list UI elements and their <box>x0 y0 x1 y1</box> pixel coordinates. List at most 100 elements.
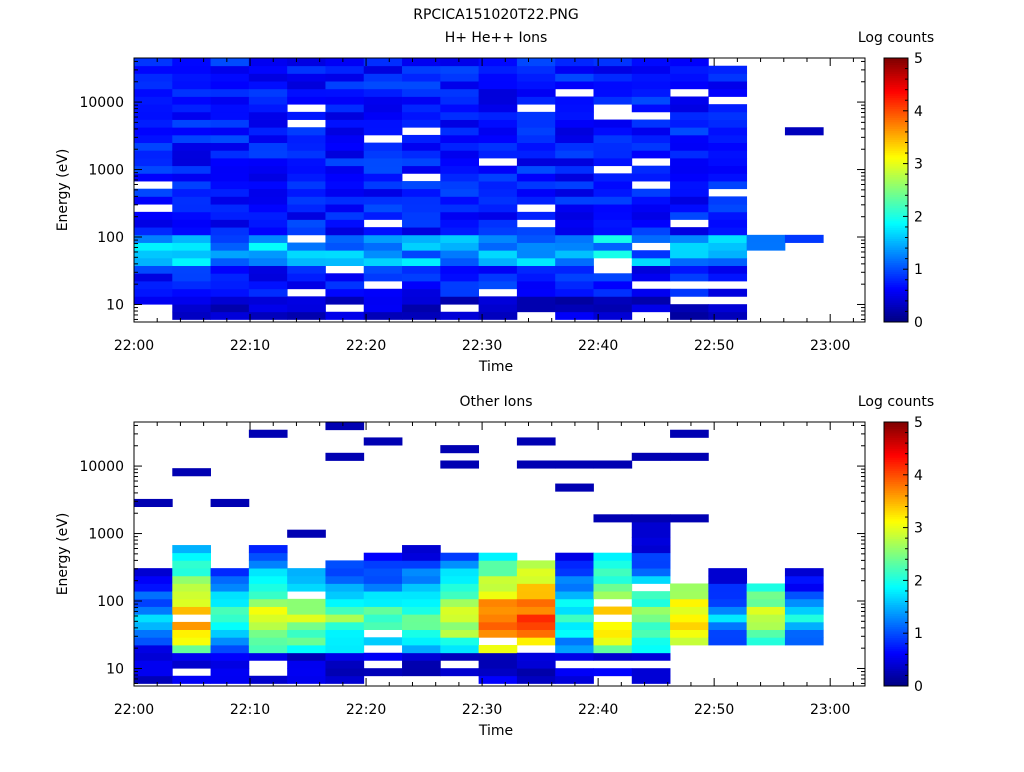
heatmap-cell <box>593 629 633 638</box>
heatmap-cell <box>134 73 173 82</box>
heatmap-cell <box>708 196 748 205</box>
heatmap-cell <box>440 88 480 97</box>
heatmap-cell <box>248 568 288 577</box>
heatmap-cell <box>516 58 556 67</box>
heatmap-cell <box>134 629 173 638</box>
heatmap-cell <box>631 150 671 159</box>
heatmap-cell <box>134 88 173 97</box>
colorbar-tick-label: 3 <box>914 157 923 173</box>
heatmap-cell <box>440 73 480 82</box>
heatmap-cell <box>670 134 709 144</box>
colorbar-segment <box>884 655 908 658</box>
heatmap-cell <box>516 280 556 290</box>
heatmap-cell <box>363 234 403 243</box>
heatmap-cell <box>325 568 365 577</box>
heatmap-cell <box>325 127 365 136</box>
colorbar-segment <box>884 150 908 154</box>
colorbar-segment <box>884 598 908 601</box>
heatmap-cell <box>402 614 441 623</box>
heatmap-cell <box>325 204 365 213</box>
colorbar-segment <box>884 99 908 103</box>
heatmap-cell <box>516 227 556 236</box>
colorbar-tick-label: 4 <box>914 104 923 120</box>
colorbar-segment <box>884 86 908 90</box>
heatmap-cell <box>325 234 365 243</box>
heatmap-cell <box>172 552 211 561</box>
heatmap-cell <box>555 104 594 113</box>
colorbar-tick-label: 5 <box>914 51 923 67</box>
heatmap-cell <box>440 583 480 592</box>
colorbar-segment <box>884 108 908 112</box>
heatmap-cell <box>593 250 633 259</box>
heatmap-cell <box>210 652 250 661</box>
colorbar-segment <box>884 452 908 456</box>
colorbar-segment <box>884 653 908 656</box>
heatmap-cell <box>440 460 480 469</box>
heatmap-cell <box>708 629 748 638</box>
colorbar-segment <box>884 479 908 482</box>
heatmap-cell <box>287 58 326 67</box>
colorbar-segment <box>884 554 908 557</box>
heatmap-cell <box>670 242 709 251</box>
heatmap-cell <box>593 583 633 592</box>
heatmap-cell <box>325 227 365 236</box>
heatmap-cell <box>402 583 441 592</box>
x-tick-label: 22:30 <box>462 702 502 718</box>
colorbar-segment <box>884 565 908 568</box>
heatmap-cell <box>555 304 594 313</box>
heatmap-cell <box>440 58 480 67</box>
heatmap-cell <box>134 81 173 90</box>
heatmap-cell <box>210 119 250 128</box>
colorbar-segment <box>884 273 908 277</box>
colorbar-segment <box>884 615 908 619</box>
heatmap-cell <box>248 58 288 67</box>
heatmap-cell <box>287 257 326 266</box>
heatmap-cell <box>708 227 748 236</box>
heatmap-cell <box>593 552 633 561</box>
heatmap-cell <box>210 234 250 243</box>
heatmap-cell <box>631 204 671 213</box>
heatmap-cell <box>555 583 594 592</box>
heatmap-cell <box>210 88 250 97</box>
heatmap-cell <box>708 134 748 144</box>
heatmap-cell <box>287 165 326 174</box>
heatmap-cell <box>248 104 288 113</box>
colorbar-segment <box>884 95 908 99</box>
colorbar-segment <box>884 481 908 485</box>
heatmap-cell <box>248 552 288 561</box>
heatmap-cell <box>172 173 211 182</box>
heatmap-cell <box>172 211 211 220</box>
heatmap-cell <box>402 157 441 167</box>
heatmap-cell <box>248 304 288 313</box>
heatmap-cell <box>134 660 173 669</box>
heatmap-cell <box>593 173 633 182</box>
heatmap-cell <box>172 621 211 630</box>
colorbar-segment <box>884 201 908 204</box>
heatmap-cell <box>478 644 518 654</box>
heatmap-cell <box>210 575 250 584</box>
heatmap-cell <box>402 637 441 646</box>
heatmap-cell <box>593 219 633 228</box>
heatmap-cell <box>363 150 403 159</box>
colorbar-segment <box>884 499 908 502</box>
heatmap-cell <box>593 637 633 646</box>
heatmap-cell <box>708 591 748 600</box>
heatmap-cell <box>248 288 288 297</box>
heatmap-cell <box>325 668 365 677</box>
heatmap-cell <box>746 614 786 623</box>
heatmap-cell <box>631 621 671 630</box>
heatmap-cell <box>555 96 594 105</box>
heatmap-cell <box>478 257 518 266</box>
heatmap-cell <box>440 157 480 167</box>
colorbar-segment <box>884 216 908 220</box>
heatmap-cell <box>555 644 594 654</box>
heatmap-cell <box>402 296 441 305</box>
heatmap-cell <box>287 583 326 592</box>
heatmap-cell <box>631 637 671 646</box>
heatmap-cell <box>708 81 748 90</box>
heatmap-cell <box>172 304 211 313</box>
heatmap-cell <box>172 134 211 144</box>
heatmap-cell <box>172 598 211 607</box>
heatmap-cell <box>248 134 288 144</box>
